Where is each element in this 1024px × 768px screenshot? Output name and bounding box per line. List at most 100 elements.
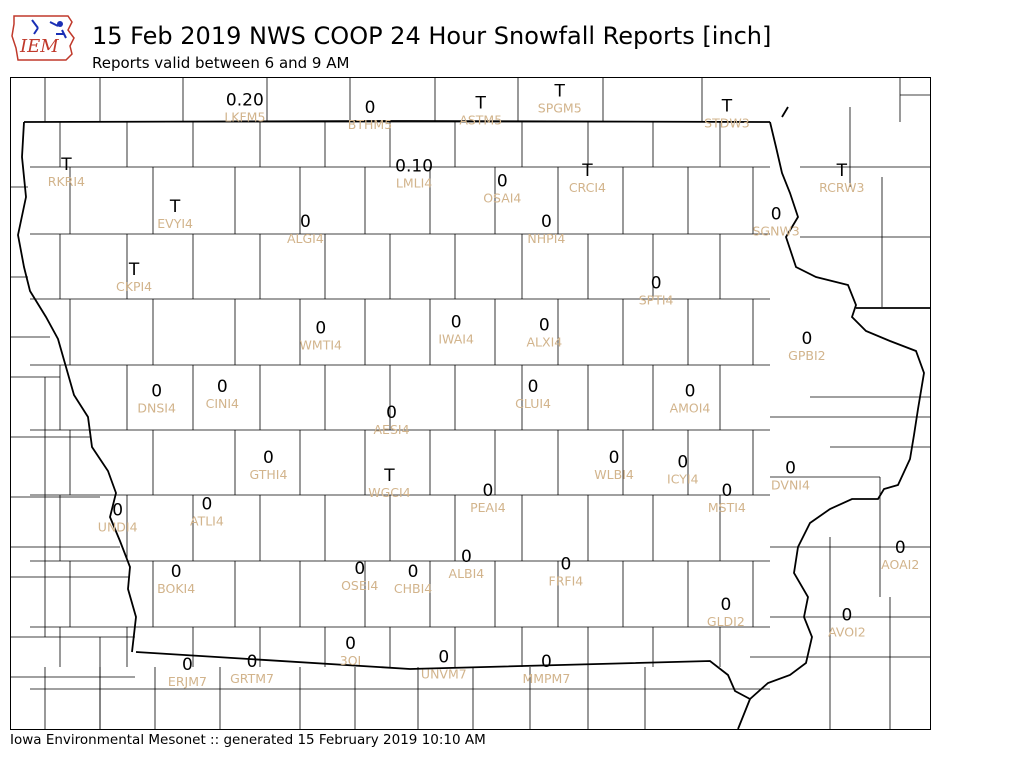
snowfall-value: 0: [386, 403, 397, 423]
station-id-label: WGCI4: [368, 485, 410, 500]
map-subtitle: Reports valid between 6 and 9 AM: [92, 54, 350, 72]
station-id-label: SPGM5: [538, 101, 582, 116]
snowfall-value: 0.10: [395, 157, 433, 177]
station-id-label: AMOI4: [670, 401, 711, 416]
snowfall-value: 0.20: [226, 91, 264, 111]
snowfall-value: 0: [438, 647, 449, 667]
logo-text: IEM: [19, 36, 59, 57]
station-id-label: GTHI4: [249, 467, 287, 482]
snowfall-value: T: [836, 161, 848, 181]
station-id-label: WLBI4: [594, 467, 634, 482]
county-lines: [10, 77, 931, 730]
station-id-label: STDW3: [704, 116, 750, 131]
station-id-label: NHPI4: [527, 231, 565, 246]
snowfall-value: 0: [721, 481, 732, 501]
snowfall-value: 0: [300, 212, 311, 232]
station-id-label: UNVM7: [421, 666, 467, 681]
snowfall-value: 0: [541, 652, 552, 672]
snowfall-value: 0: [365, 98, 376, 118]
station-id-label: PEAI4: [470, 500, 506, 515]
snowfall-value: 0: [785, 458, 796, 478]
station-id-label: AVOI2: [828, 624, 866, 639]
snowfall-value: 0: [528, 377, 539, 397]
station-id-label: BOKI4: [157, 581, 195, 596]
snowfall-value: 0: [720, 595, 731, 615]
station-id-label: CKPI4: [116, 279, 152, 294]
station-id-label: EVYI4: [157, 216, 193, 231]
snowfall-value: 0: [609, 448, 620, 468]
station-id-label: MSTI4: [708, 500, 746, 515]
station-id-label: ALGI4: [287, 231, 324, 246]
station-id-label: ASTM5: [459, 113, 502, 128]
snowfall-value: 0: [841, 605, 852, 625]
station-id-label: GRTM7: [230, 671, 274, 686]
station-id-label: ICYI4: [667, 471, 699, 486]
snowfall-value: 0: [801, 329, 812, 349]
snowfall-value: 0: [408, 562, 419, 582]
snowfall-value: T: [581, 161, 593, 181]
snowfall-value: 0: [497, 172, 508, 192]
logo-weather-icon: [31, 19, 67, 39]
station-id-label: UNDI4: [98, 519, 138, 534]
station-id-label: AOAI2: [881, 557, 919, 572]
snowfall-value: 0: [685, 382, 696, 402]
station-id-label: ERJM7: [168, 674, 207, 689]
station-id-label: OSAI4: [483, 191, 521, 206]
station-id-label: RCRW3: [819, 180, 864, 195]
snowfall-value: 0: [315, 319, 326, 339]
snowfall-map: 0.20 LKFM5 0 BTHM5 T ASTM5 T SPGM5 T STDW3 T RKRI4 0…: [10, 77, 931, 730]
snowfall-value: 0: [112, 500, 123, 520]
snowfall-value: 0: [247, 652, 258, 672]
station-id-label: CRCI4: [569, 180, 606, 195]
station-id-label: OSEI4: [341, 578, 378, 593]
snowfall-value: 0: [895, 538, 906, 558]
station-id-label: FRFI4: [549, 573, 584, 588]
snowfall-value: 0: [451, 313, 462, 333]
snowfall-value: 0: [483, 481, 494, 501]
station-id-label: MMPM7: [522, 671, 570, 686]
station-id-label: GLDI2: [707, 614, 745, 629]
snowfall-value: T: [169, 197, 181, 217]
snowfall-value: 0: [539, 316, 550, 336]
snowfall-value: 0: [263, 448, 274, 468]
station-id-label: CHBI4: [394, 581, 432, 596]
snowfall-value: 0: [217, 377, 228, 397]
map-title: 15 Feb 2019 NWS COOP 24 Hour Snowfall Re…: [92, 22, 772, 50]
snowfall-value: T: [554, 82, 566, 102]
snowfall-value: 0: [651, 274, 662, 294]
